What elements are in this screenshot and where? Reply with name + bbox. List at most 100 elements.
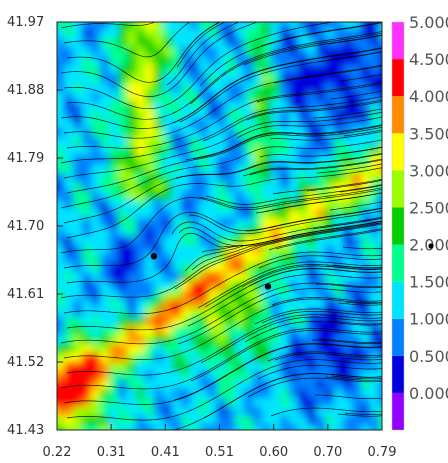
streamline [192,125,382,160]
colorbar: 0.000 0.500 1.000 1.500 2.000 2.500 3.000 3.500… [391,13,448,431]
streamline [60,47,382,129]
y-tick-label: 41.61 [7,287,44,302]
streamline [340,73,382,82]
colorbar-label: 1.000 [409,310,448,329]
streamline [313,108,382,119]
streamline [60,96,382,164]
streamline [344,412,382,415]
streamline [317,51,382,63]
x-tick-label: 0.70 [313,445,342,460]
x-tick-label: 0.22 [43,445,72,460]
streamline [63,153,382,224]
streamline [271,297,382,306]
streamline [172,47,382,124]
colorbar-label: 4.500 [409,50,448,69]
streamline [267,351,382,362]
streamline [63,298,382,360]
streamline [199,22,382,87]
streamline [343,129,382,137]
streamline [176,22,226,68]
streamline [171,216,382,242]
colorbar-label: 0.500 [409,347,448,366]
streamline [198,187,382,209]
streamline [200,316,382,364]
x-tick-label: 0.31 [97,445,126,460]
streamline [63,251,382,315]
streamline [189,32,382,105]
streamline [204,264,382,308]
streamline [255,192,382,214]
colorbar-swatch [392,133,404,171]
streamline [258,255,382,269]
streamline [63,111,382,179]
streamline [63,207,382,269]
streamline [174,223,382,290]
streamline [66,359,382,421]
streamline [66,167,382,239]
x-tick-label: 0.41 [151,445,180,460]
marker-point [150,253,158,260]
streamline [257,364,382,380]
streamline [66,268,382,331]
y-tick-label: 41.43 [7,423,44,438]
colorbar-swatch [392,355,404,393]
streamline [338,302,382,306]
colorbar-label: 2.500 [409,198,448,217]
streamline [246,101,382,121]
streamline [342,246,382,250]
streamline [273,65,382,84]
streamline [243,34,382,66]
streamline [236,116,382,139]
streamline [185,124,382,161]
streamline [332,264,382,269]
streamline [318,338,382,343]
streamline [247,377,382,398]
streamline [63,343,382,405]
streamline [190,330,382,382]
streamline [66,81,382,149]
y-tick-label: 41.70 [7,219,44,234]
colorbar-label: 2.000 [409,236,448,255]
streamline [275,229,382,250]
colorbar-label: 1.500 [409,273,448,292]
y-tick-label: 41.88 [7,83,44,98]
streamline [66,31,382,120]
streamline [327,35,382,45]
streamline [175,153,382,179]
x-tick-label: 0.51 [205,445,234,460]
y-tick-label: 41.79 [7,151,44,166]
streamline [60,222,382,299]
y-axis: 41.97 41.88 41.79 41.70 41.61 41.52 41.43 [7,15,63,438]
streamline [270,407,382,417]
streamline [315,283,382,289]
streamline [315,394,382,400]
colorbar-label: 0.000 [409,384,448,403]
colorbar-label: 5.000 [409,13,448,32]
colorbar-swatch [392,281,404,319]
streamline [202,99,382,142]
streamline [60,282,382,345]
streamline [63,64,382,139]
colorbar-label: 3.500 [409,124,448,143]
streamline [60,22,157,29]
streamline [244,321,382,343]
streamline [326,146,382,156]
streamline [241,265,382,288]
streamline [272,178,382,195]
streamline [242,158,382,177]
x-axis: 0.22 0.31 0.41 0.51 0.60 0.70 0.79 [43,424,396,460]
y-tick-label: 41.97 [7,15,44,30]
streamline [60,139,382,209]
marker-point [264,283,272,290]
streamline [316,163,382,174]
streamline [205,184,382,205]
colorbar-label: 4.000 [409,87,448,106]
heatmap-field [57,22,382,430]
colorbar-swatch [392,170,404,208]
streamline [261,310,382,324]
streamline [166,22,240,86]
streamline [337,413,382,417]
streamline [173,343,382,401]
streamline [324,376,382,381]
